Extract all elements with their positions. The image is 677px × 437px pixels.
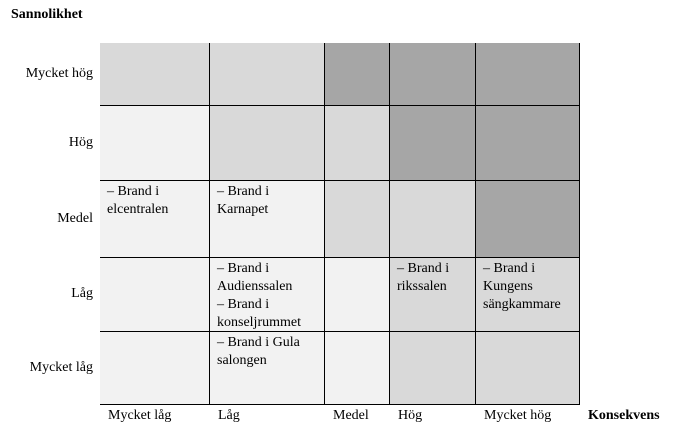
row-label: Mycket låg bbox=[29, 359, 93, 375]
column-label: Hög bbox=[398, 408, 423, 423]
risk-matrix: – Brand i elcentralen – Brand i Karnapet –… bbox=[100, 43, 580, 405]
matrix-cell bbox=[476, 332, 580, 405]
column-label: Mycket låg bbox=[108, 408, 172, 423]
matrix-cell bbox=[210, 43, 325, 106]
matrix-cell bbox=[100, 332, 210, 405]
matrix-cell: – Brand i Karnapet bbox=[210, 181, 325, 258]
matrix-cell bbox=[390, 43, 476, 106]
matrix-cell bbox=[325, 106, 390, 181]
risk-item: – Brand i rikssalen bbox=[397, 261, 450, 294]
row-label: Medel bbox=[57, 210, 93, 226]
matrix-cell: – Brand i Kungens sängkammare bbox=[476, 258, 580, 332]
risk-item: – Brand i Kungens sängkammare bbox=[483, 261, 561, 312]
risk-item: – Brand i Gula salongen bbox=[217, 335, 300, 368]
column-label: Medel bbox=[333, 408, 369, 423]
matrix-cell: – Brand i rikssalen bbox=[390, 258, 476, 332]
matrix-cell: – Brand i elcentralen bbox=[100, 181, 210, 258]
matrix-cell bbox=[476, 181, 580, 258]
risk-item: – Brand i Audienssalen bbox=[217, 261, 293, 294]
risk-item: – Brand i Karnapet bbox=[217, 184, 270, 217]
matrix-cell bbox=[390, 106, 476, 181]
column-label: Låg bbox=[218, 408, 240, 423]
matrix-cell bbox=[390, 181, 476, 258]
x-axis-title: Konsekvens bbox=[588, 408, 660, 423]
matrix-cell: – Brand i Audienssalen – Brand i konseljr… bbox=[210, 258, 325, 332]
matrix-cell bbox=[325, 258, 390, 332]
matrix-cell bbox=[476, 106, 580, 181]
matrix-cell bbox=[100, 43, 210, 106]
row-label: Låg bbox=[71, 286, 93, 301]
row-label: Hög bbox=[68, 134, 93, 150]
y-axis-title: Sannolikhet bbox=[11, 7, 83, 22]
matrix-cell bbox=[100, 106, 210, 181]
risk-item: – Brand i elcentralen bbox=[107, 184, 169, 217]
matrix-cell bbox=[390, 332, 476, 405]
risk-item: – Brand i konseljrummet bbox=[217, 297, 301, 330]
matrix-cell bbox=[325, 43, 390, 106]
matrix-cell: – Brand i Gula salongen bbox=[210, 332, 325, 405]
row-label: Mycket hög bbox=[25, 65, 93, 81]
column-label: Mycket hög bbox=[484, 408, 552, 423]
matrix-cell bbox=[100, 258, 210, 332]
matrix-cell bbox=[210, 106, 325, 181]
matrix-cell bbox=[476, 43, 580, 106]
matrix-cell bbox=[325, 181, 390, 258]
matrix-cell bbox=[325, 332, 390, 405]
